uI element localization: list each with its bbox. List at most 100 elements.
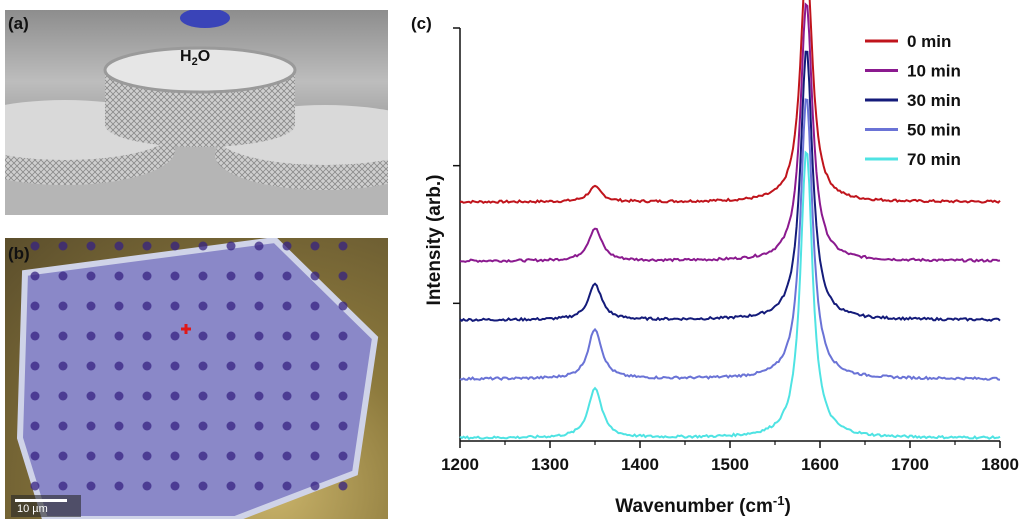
raman-chart: 1200 1300 1400 1500 1600 1700 1800 0 min 10 min…	[424, 0, 1019, 518]
grid-dot	[338, 451, 348, 461]
measurement-marker	[181, 324, 191, 334]
grid-dot	[198, 451, 208, 461]
grid-dot	[170, 481, 180, 491]
series-line-1	[459, 2, 1001, 264]
grid-dot	[114, 451, 124, 461]
grid-dot	[282, 481, 292, 491]
grid-dot	[86, 361, 96, 371]
panel-label-c: (c)	[411, 14, 432, 33]
grid-dot	[338, 241, 348, 251]
grid-dot	[338, 391, 348, 401]
grid-dot	[198, 241, 208, 251]
grid-dot	[226, 451, 236, 461]
grid-dot	[198, 331, 208, 341]
grid-dot	[338, 421, 348, 431]
grid-dot	[254, 271, 264, 281]
grid-dot	[142, 361, 152, 371]
grid-dot	[198, 481, 208, 491]
x-tick-label: 1600	[801, 455, 839, 474]
x-tick-label: 1400	[621, 455, 659, 474]
grid-dot	[86, 481, 96, 491]
grid-dot	[310, 421, 320, 431]
grid-dot	[170, 331, 180, 341]
grid-dot	[310, 451, 320, 461]
grid-dot	[30, 481, 40, 491]
grid-dot	[282, 301, 292, 311]
grid-dot	[114, 301, 124, 311]
scalebar: 10 µm	[11, 495, 81, 517]
grid-dot	[142, 301, 152, 311]
water-label: H2O	[180, 48, 211, 69]
grid-dot	[254, 421, 264, 431]
center-ring-top	[103, 46, 297, 94]
legend-entry: 50 min	[907, 121, 961, 140]
grid-dot	[114, 331, 124, 341]
panel-label-b: (b)	[8, 244, 30, 263]
grid-dot	[114, 271, 124, 281]
scalebar-line	[15, 499, 67, 502]
grid-dot	[226, 361, 236, 371]
grid-dot	[310, 331, 320, 341]
series-line-4	[459, 150, 1001, 441]
grid-dot	[142, 391, 152, 401]
grid-dot	[226, 271, 236, 281]
grid-dot	[226, 241, 236, 251]
grid-dot	[198, 391, 208, 401]
grid-dot	[170, 451, 180, 461]
photo-b-micrograph	[5, 238, 388, 519]
grid-dot	[114, 421, 124, 431]
grid-dot	[198, 271, 208, 281]
chart-series	[459, 0, 1001, 441]
grid-dot	[142, 331, 152, 341]
grid-dot	[226, 391, 236, 401]
grid-dot	[170, 241, 180, 251]
x-tick-label: 1700	[891, 455, 929, 474]
chart-axes: 1200 1300 1400 1500 1600 1700 1800	[441, 27, 1019, 474]
chart-legend: 0 min 10 min 30 min 50 min 70 min	[865, 32, 961, 169]
grid-dot	[58, 481, 68, 491]
grid-dot	[142, 271, 152, 281]
grid-dot	[58, 361, 68, 371]
grid-dot	[226, 331, 236, 341]
grid-dot	[282, 421, 292, 431]
y-axis-label: Intensity (arb.)	[424, 175, 445, 306]
legend-entry: 30 min	[907, 91, 961, 110]
grid-dot	[30, 301, 40, 311]
grid-dot	[142, 451, 152, 461]
grid-dot	[170, 301, 180, 311]
grid-dot	[58, 451, 68, 461]
grid-dot	[114, 391, 124, 401]
grid-dot	[86, 301, 96, 311]
series-line-0	[459, 0, 1001, 205]
grid-dot	[86, 391, 96, 401]
series-line-2	[459, 50, 1001, 323]
grid-dot	[338, 481, 348, 491]
scalebar-text: 10 µm	[17, 503, 48, 515]
grid-dot	[254, 301, 264, 311]
grid-dot	[282, 331, 292, 341]
grid-dot	[310, 361, 320, 371]
grid-dot	[170, 361, 180, 371]
grid-dot	[170, 271, 180, 281]
grid-dot	[254, 241, 264, 251]
grid-dot	[254, 451, 264, 461]
grid-dot	[226, 421, 236, 431]
grid-dot	[338, 301, 348, 311]
grid-dot	[86, 331, 96, 341]
grid-dot	[338, 271, 348, 281]
grid-dot	[226, 481, 236, 491]
grid-dot	[282, 271, 292, 281]
x-tick-label: 1200	[441, 455, 479, 474]
x-axis-label: Wavenumber (cm-1)	[615, 493, 791, 518]
grid-dot	[58, 391, 68, 401]
grid-dot	[198, 421, 208, 431]
grid-dot	[310, 481, 320, 491]
grid-dot	[170, 391, 180, 401]
grid-dot	[254, 361, 264, 371]
dot-grid	[30, 241, 348, 491]
grid-dot	[310, 391, 320, 401]
grid-dot	[86, 451, 96, 461]
grid-dot	[226, 301, 236, 311]
grid-dot	[58, 331, 68, 341]
grid-dot	[30, 241, 40, 251]
